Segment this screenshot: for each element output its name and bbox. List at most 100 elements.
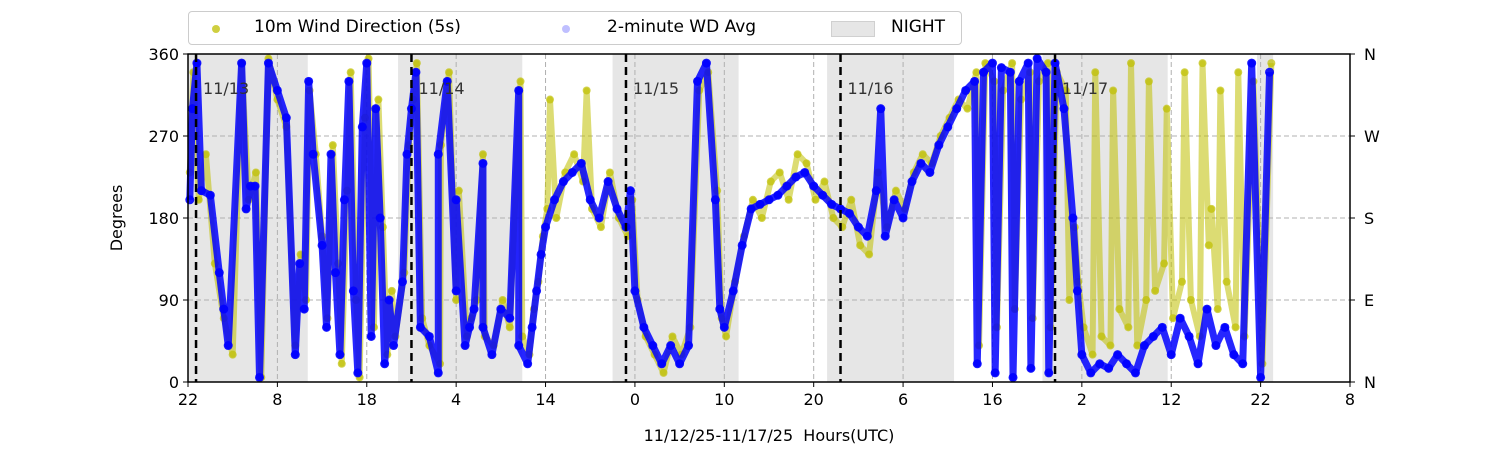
avg-point [594,213,604,223]
right-axis-label: N [1364,45,1376,64]
right-axis-label: N [1364,373,1376,392]
avg-point [979,67,989,77]
avg-series-trace [186,55,1274,381]
avg-point [1008,372,1018,382]
wind-point [546,95,555,104]
legend-avg-label: 2-minute WD Avg [607,17,757,37]
avg-point [469,304,479,314]
right-axis-label: W [1364,127,1380,146]
legend-wind-marker [212,25,220,33]
wind-point [766,177,775,186]
avg-point [1265,67,1275,77]
legend-avg-marker [562,25,570,33]
avg-point [1086,368,1096,378]
x-tick-label: 0 [630,390,640,409]
avg-point [478,322,488,332]
wind-point [1097,332,1106,341]
avg-point [1072,286,1082,296]
wind-point [498,296,507,304]
wind-point [445,68,454,77]
avg-point [970,76,980,86]
wind-point [1088,350,1097,359]
avg-point [1130,368,1140,378]
avg-point [871,186,881,196]
wind-point [582,86,591,95]
wind-point [454,186,463,195]
avg-point [746,204,756,214]
wind-point [659,368,668,377]
y-tick-label: 180 [148,209,179,228]
wind-point [1216,86,1225,95]
day-marker-label: 11/16 [848,79,894,98]
avg-point [925,167,935,177]
wind-point [1267,59,1276,68]
avg-point [916,158,926,168]
data-points [185,54,1276,382]
avg-point [876,104,886,114]
x-tick-label: 6 [898,390,908,409]
wind-point [757,214,766,222]
avg-point [299,304,309,314]
avg-point [1059,104,1069,114]
wind-point [1151,286,1160,295]
avg-point [934,140,944,150]
wind-point [1204,241,1213,250]
wind-point [552,214,561,222]
avg-point [527,322,537,332]
right-axis-label: S [1364,209,1374,228]
avg-point [375,213,385,223]
wind-point [346,68,355,77]
avg-point [384,295,394,305]
avg-point [205,190,215,200]
wind-point [811,195,820,204]
avg-point [1202,304,1212,314]
wind-point [1160,259,1169,268]
avg-point [809,181,819,191]
avg-point [402,149,412,159]
wind-point [918,150,927,159]
avg-point [1139,341,1149,351]
wind-point [1198,59,1207,68]
avg-point [424,331,434,341]
wind-point [1207,204,1216,213]
wind-point [1213,305,1222,314]
avg-point [800,167,810,177]
avg-point [625,186,635,196]
wind-point [328,141,337,150]
avg-point [357,122,367,132]
avg-point [339,195,349,205]
x-tick-label: 12 [1161,390,1181,409]
day-marker-label: 11/15 [633,79,679,98]
avg-point [523,359,533,369]
y-tick-label: 0 [169,373,179,392]
day-markers: 11/13 11/14 11/15 11/16 11/17 [194,54,1108,382]
x-tick-label: 4 [451,390,461,409]
avg-point [1229,350,1239,360]
avg-point [380,359,390,369]
avg-point [415,322,425,332]
avg-point [465,322,475,332]
avg-point [272,85,282,95]
x-tick-label: 18 [357,390,377,409]
avg-point [241,204,251,214]
day-marker-label: 11/17 [1062,79,1108,98]
avg-point [290,350,300,360]
x-tick-label: 10 [714,390,734,409]
avg-point [943,122,953,132]
wind-point [722,332,731,341]
avg-point [411,67,421,77]
wind-point [1144,77,1153,86]
wind-point [820,177,829,186]
avg-point [478,158,488,168]
wind-point [748,195,757,204]
wind-point [1124,323,1133,332]
day-marker-label: 11/13 [203,79,249,98]
wind-point [374,95,383,104]
avg-point [773,190,783,200]
wind-point [1169,314,1178,323]
wind-point [251,168,260,177]
x-tick-label: 14 [535,390,555,409]
avg-point [536,249,546,259]
wind-point [605,168,614,177]
